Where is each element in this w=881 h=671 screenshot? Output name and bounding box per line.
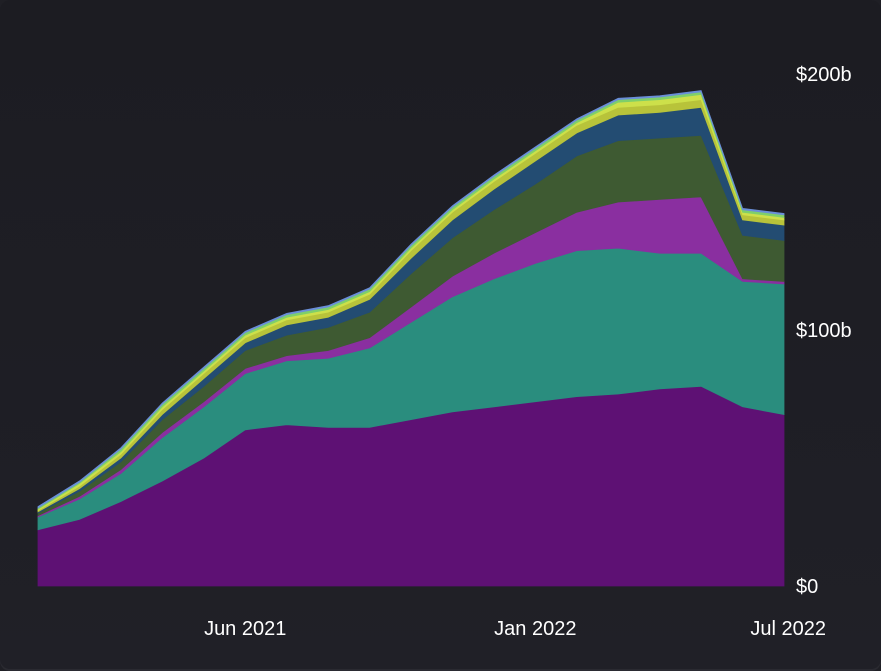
area-layers (37, 90, 785, 587)
y-tick-label: $100b (796, 320, 852, 342)
area-series-9 (37, 90, 785, 509)
y-tick-label: $0 (796, 576, 818, 598)
x-tick-label: Jul 2022 (750, 618, 826, 640)
x-axis-labels: Jun 2021 Jan 2022 Jul 2022 (204, 618, 826, 640)
y-axis-labels: $0 $100b $200b (796, 64, 852, 598)
x-tick-label: Jan 2022 (494, 618, 576, 640)
y-tick-label: $200b (796, 64, 852, 86)
x-tick-label: Jun 2021 (204, 618, 286, 640)
